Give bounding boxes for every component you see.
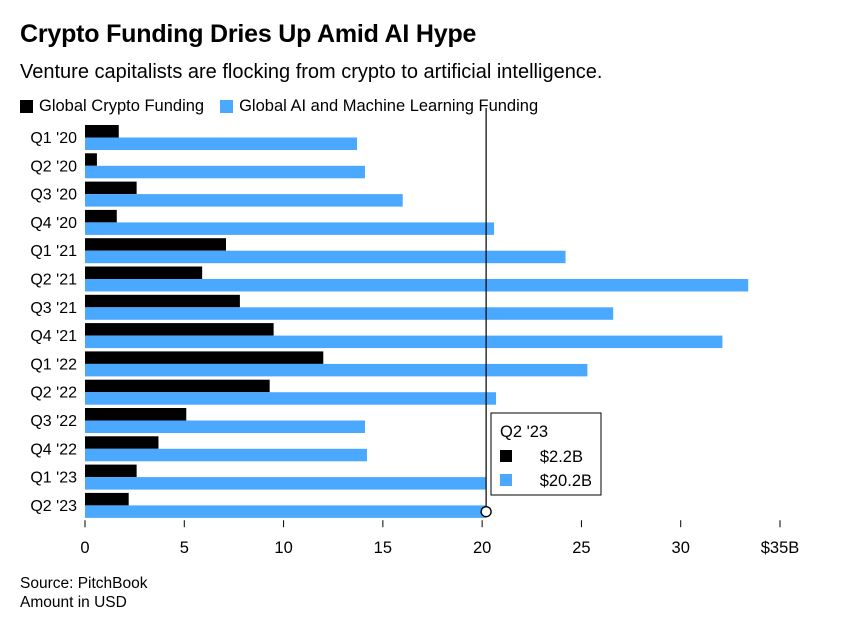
tooltip-value-ai: $20.2B xyxy=(540,472,592,490)
legend: Global Crypto Funding Global AI and Mach… xyxy=(20,97,554,116)
x-tick-label: $35B xyxy=(761,539,800,557)
category-label: Q3 '21 xyxy=(30,300,77,317)
x-tick-label: 10 xyxy=(274,539,292,557)
category-label: Q2 '20 xyxy=(30,158,77,175)
source-line: Source: PitchBook xyxy=(20,575,148,592)
category-label: Q4 '22 xyxy=(30,441,77,458)
bar-crypto xyxy=(85,294,240,308)
x-tick-label: 5 xyxy=(180,539,189,557)
category-label: Q1 '21 xyxy=(30,243,77,260)
x-tick-label: 0 xyxy=(80,539,89,557)
bar-crypto xyxy=(85,153,97,166)
source-note: Source: PitchBook Amount in USD xyxy=(20,574,148,612)
bar-crypto xyxy=(85,209,117,223)
bar-ai xyxy=(85,137,358,150)
bar-ai xyxy=(85,194,403,207)
bar-crypto xyxy=(85,238,226,251)
tooltip-value-crypto: $2.2B xyxy=(540,448,583,466)
category-label: Q1 '23 xyxy=(30,470,77,487)
tooltip-swatch-ai xyxy=(500,474,512,486)
category-label: Q1 '22 xyxy=(30,356,77,373)
units-line: Amount in USD xyxy=(20,594,127,611)
chart-subtitle: Venture capitalists are flocking from cr… xyxy=(20,61,603,83)
category-label: Q3 '22 xyxy=(30,413,77,430)
category-label: Q4 '21 xyxy=(30,328,77,345)
bar-ai xyxy=(85,392,497,405)
bar-ai xyxy=(85,448,367,462)
x-tick-label: 20 xyxy=(473,539,491,557)
category-label: Q2 '23 xyxy=(30,498,77,515)
category-label: Q4 '20 xyxy=(30,215,77,232)
legend-swatch-ai xyxy=(220,100,234,113)
bar-crypto xyxy=(85,379,270,393)
legend-swatch-crypto xyxy=(20,100,33,113)
bar-crypto xyxy=(85,266,203,279)
category-label: Q2 '22 xyxy=(30,385,77,402)
legend-label-crypto: Global Crypto Funding xyxy=(39,97,205,115)
bar-ai xyxy=(85,279,749,292)
bar-crypto xyxy=(85,492,129,506)
bar-crypto xyxy=(85,125,119,138)
bar-ai xyxy=(85,363,588,377)
category-label: Q1 '20 xyxy=(30,130,77,147)
chart-title: Crypto Funding Dries Up Amid AI Hype xyxy=(20,20,477,48)
highlight-marker xyxy=(480,505,492,518)
legend-item-ai: Global AI and Machine Learning Funding xyxy=(220,97,538,116)
bar-ai xyxy=(85,505,487,518)
bar-crypto xyxy=(85,181,137,195)
category-label: Q3 '20 xyxy=(30,187,77,204)
x-tick-label: 15 xyxy=(374,539,392,557)
bar-crypto xyxy=(85,351,324,364)
bar-crypto xyxy=(85,464,137,478)
bar-ai xyxy=(85,335,723,349)
bar-crypto xyxy=(85,323,274,336)
bar-ai xyxy=(85,477,487,490)
bar-ai xyxy=(85,420,365,433)
bar-ai xyxy=(85,250,566,264)
tooltip-title: Q2 '23 xyxy=(500,423,548,441)
tooltip-swatch-crypto xyxy=(500,450,512,462)
bar-ai xyxy=(85,307,614,320)
legend-item-crypto: Global Crypto Funding xyxy=(20,97,204,116)
bar-ai xyxy=(85,222,495,235)
category-label: Q2 '21 xyxy=(30,272,77,289)
x-tick-label: 25 xyxy=(572,539,590,557)
x-tick-label: 30 xyxy=(672,539,690,557)
legend-label-ai: Global AI and Machine Learning Funding xyxy=(239,97,539,115)
bar-ai xyxy=(85,165,365,179)
bar-crypto xyxy=(85,408,187,421)
bar-crypto xyxy=(85,436,159,449)
